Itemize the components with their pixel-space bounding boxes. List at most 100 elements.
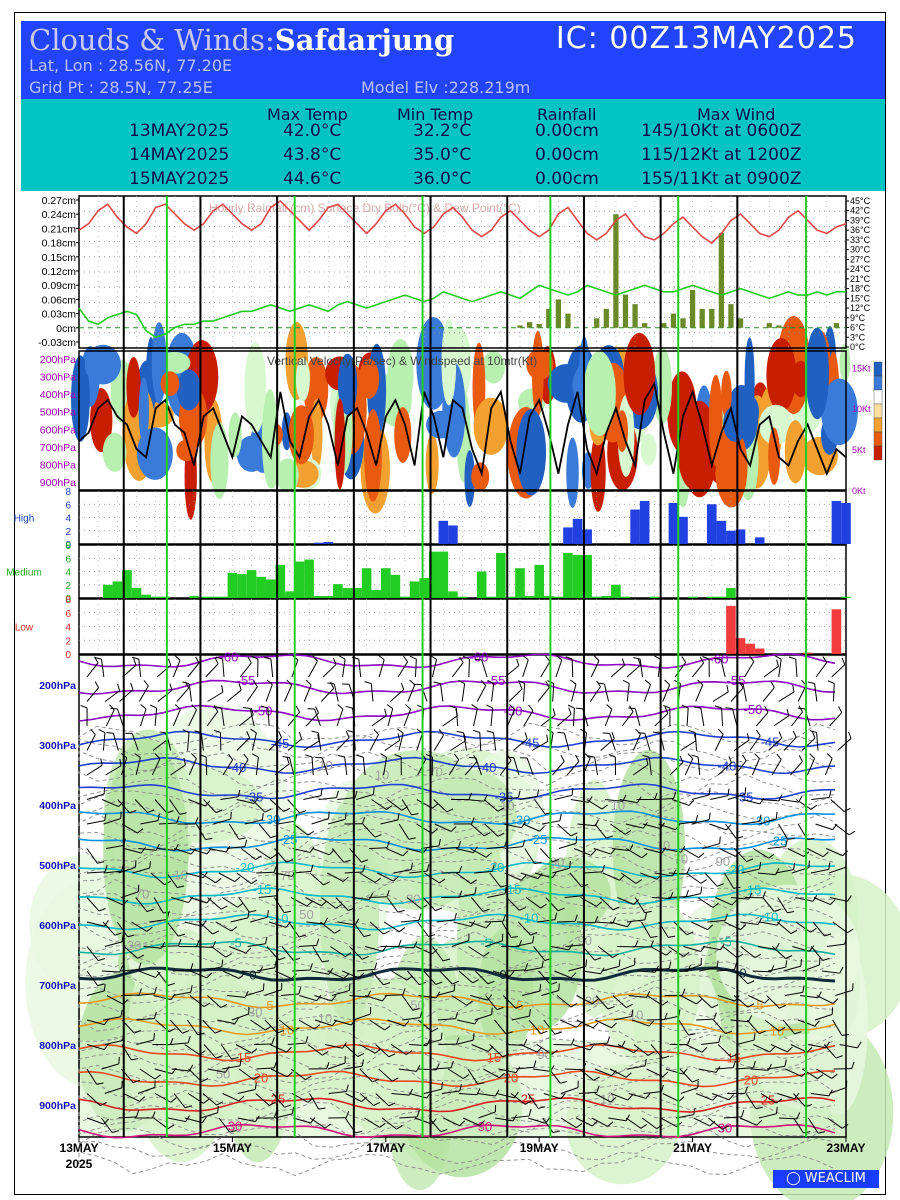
- wind-barb: [740, 1117, 757, 1126]
- wind-barb: [154, 708, 158, 727]
- wind-barb: [569, 872, 582, 888]
- wind-barb-feather: [538, 1106, 546, 1109]
- wind-barb: [186, 1019, 199, 1036]
- wind-barb: [104, 690, 120, 702]
- wind-barb-feather: [509, 970, 515, 977]
- wind-barb: [812, 921, 825, 937]
- wind-barb: [105, 765, 122, 776]
- wind-barb: [721, 707, 724, 727]
- wind-barb: [704, 872, 718, 887]
- vv-contour-cell: [766, 337, 797, 412]
- wind-barb-feather: [522, 655, 529, 661]
- wind-barb-feather: [559, 813, 562, 821]
- wind-barb-feather: [243, 753, 249, 760]
- wind-barb: [251, 732, 257, 751]
- rainfall-bar: [776, 325, 782, 328]
- wind-barb: [821, 970, 840, 974]
- isotherm-line: [78, 704, 836, 722]
- wind-barb: [519, 795, 538, 800]
- wind-barb-feather: [686, 931, 694, 936]
- wind-barb: [594, 921, 613, 924]
- wind-barb: [686, 708, 689, 727]
- wind-barb-feather: [759, 797, 765, 805]
- wind-barb: [424, 872, 440, 884]
- row3-max: 44.6°C: [283, 169, 342, 189]
- wind-barb-feather: [521, 821, 526, 829]
- wind-barb: [709, 823, 727, 831]
- vv-colorbar-cell: [873, 445, 883, 461]
- wind-barb: [691, 794, 710, 800]
- medium-cloud-bar: [208, 596, 219, 598]
- humidity-label: 10: [174, 867, 188, 882]
- wind-barb: [303, 684, 312, 702]
- wind-barb: [371, 799, 387, 810]
- wind-barb-feather: [828, 790, 832, 798]
- wind-barb-feather: [254, 1082, 257, 1090]
- wind-barb-feather: [776, 753, 782, 760]
- wind-barb: [483, 799, 499, 812]
- wind-barb: [387, 708, 394, 727]
- wind-barb-feather: [731, 899, 738, 906]
- wind-barb: [834, 823, 850, 836]
- wind-barb-feather: [212, 940, 216, 948]
- wind-barb-feather: [408, 837, 416, 840]
- wind-barb-feather: [817, 1131, 825, 1134]
- wind-barb-feather: [775, 1098, 783, 1104]
- wind-barb: [138, 685, 149, 702]
- wind-barb-feather: [220, 905, 228, 910]
- wind-barb: [470, 995, 488, 1001]
- wind-barb-feather: [152, 1111, 156, 1119]
- wind-barb-feather: [398, 927, 406, 933]
- wind-barb-feather: [471, 704, 478, 709]
- wind-barb: [507, 709, 515, 727]
- wind-barb: [398, 823, 410, 840]
- wind-barb-feather: [80, 704, 88, 709]
- wind-barb-feather: [601, 804, 608, 810]
- medium-cloud-bar: [381, 568, 391, 598]
- wind-barb-feather: [785, 960, 788, 968]
- vv-panel-title: Vertical Velocity(Pa/sec) & Windspeed at…: [267, 354, 537, 368]
- wind-barb-feather: [361, 1059, 365, 1067]
- wind-barb-feather: [143, 680, 149, 687]
- wind-barb-feather: [225, 845, 231, 853]
- wind-barb: [816, 995, 834, 1004]
- medium-cloud-bar: [534, 564, 544, 598]
- wind-barb: [407, 684, 416, 702]
- wind-barb-feather: [792, 684, 795, 693]
- wind-barb: [570, 799, 589, 803]
- wind-barb-feather: [828, 862, 831, 870]
- wind-barb: [238, 1068, 254, 1081]
- wind-barb-feather: [537, 872, 543, 879]
- wind-barb: [314, 708, 321, 727]
- wind-barb: [601, 965, 620, 972]
- wind-barb: [579, 1068, 594, 1081]
- medium-cloud-bar: [150, 596, 161, 598]
- isotherm-label: -10: [520, 911, 539, 926]
- medium-cloud-bar: [543, 596, 554, 598]
- isotherm-line: [78, 913, 836, 931]
- wind-barb: [377, 872, 394, 882]
- wind-barb-feather: [247, 656, 252, 664]
- wind-barb: [167, 1117, 186, 1123]
- high-cloud-tick: 6: [65, 500, 71, 511]
- wind-barb: [194, 946, 213, 949]
- wind-barb: [839, 1044, 858, 1049]
- wind-barb: [735, 1067, 754, 1070]
- vv-contour-cell: [821, 378, 858, 446]
- wind-barb-feather: [832, 998, 839, 1004]
- wind-barb: [713, 1019, 726, 1034]
- isotherm-line: [78, 992, 836, 1009]
- wind-barb-feather: [786, 708, 790, 716]
- wind-barb-feather: [361, 1096, 368, 1102]
- wind-barb-feather: [234, 876, 241, 882]
- wind-barb: [434, 823, 452, 832]
- wind-barb: [138, 970, 156, 978]
- wind-barb-feather: [343, 859, 351, 863]
- wind-barb: [398, 1068, 417, 1072]
- wind-barb: [154, 1068, 173, 1075]
- wind-barb: [229, 946, 247, 954]
- wind-barb-feather: [217, 1105, 219, 1113]
- wind-barb: [169, 799, 181, 815]
- wind-barb: [188, 683, 193, 702]
- wind-barb: [239, 662, 252, 678]
